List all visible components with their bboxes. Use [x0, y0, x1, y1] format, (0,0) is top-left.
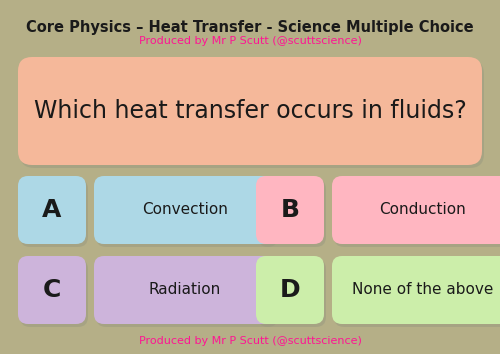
- FancyBboxPatch shape: [334, 179, 500, 247]
- FancyBboxPatch shape: [332, 176, 500, 244]
- Text: C: C: [43, 278, 61, 302]
- FancyBboxPatch shape: [334, 259, 500, 327]
- FancyBboxPatch shape: [18, 57, 482, 165]
- Text: Radiation: Radiation: [149, 282, 221, 297]
- Text: A: A: [42, 198, 62, 222]
- Text: None of the above: None of the above: [352, 282, 494, 297]
- FancyBboxPatch shape: [256, 176, 324, 244]
- Text: Produced by Mr P Scutt (@scuttscience): Produced by Mr P Scutt (@scuttscience): [138, 336, 362, 346]
- Text: Conduction: Conduction: [380, 202, 466, 217]
- FancyBboxPatch shape: [94, 176, 276, 244]
- FancyBboxPatch shape: [332, 256, 500, 324]
- FancyBboxPatch shape: [18, 256, 86, 324]
- FancyBboxPatch shape: [18, 176, 86, 244]
- FancyBboxPatch shape: [94, 256, 276, 324]
- Text: Produced by Mr P Scutt (@scuttscience): Produced by Mr P Scutt (@scuttscience): [138, 36, 362, 46]
- Text: Core Physics – Heat Transfer - Science Multiple Choice: Core Physics – Heat Transfer - Science M…: [26, 20, 474, 35]
- FancyBboxPatch shape: [96, 179, 278, 247]
- FancyBboxPatch shape: [258, 259, 326, 327]
- FancyBboxPatch shape: [256, 256, 324, 324]
- Text: Which heat transfer occurs in fluids?: Which heat transfer occurs in fluids?: [34, 99, 467, 123]
- FancyBboxPatch shape: [258, 179, 326, 247]
- Text: B: B: [280, 198, 299, 222]
- FancyBboxPatch shape: [20, 259, 88, 327]
- Text: D: D: [280, 278, 300, 302]
- FancyBboxPatch shape: [20, 60, 484, 168]
- Text: Convection: Convection: [142, 202, 228, 217]
- FancyBboxPatch shape: [20, 179, 88, 247]
- FancyBboxPatch shape: [96, 259, 278, 327]
